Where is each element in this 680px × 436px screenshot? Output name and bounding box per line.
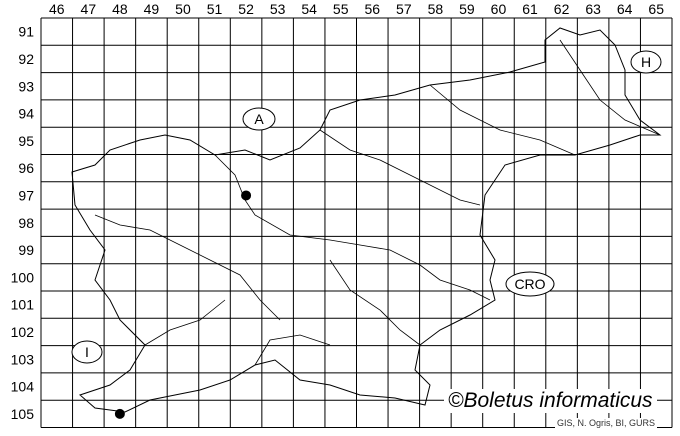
column-labels: 46 47 48 49 50 51 52 53 54 55 56 57 58 59 60 61 62 63 64 65 <box>49 1 664 17</box>
row-label: 100 <box>11 269 35 285</box>
column-label: 54 <box>301 1 317 17</box>
column-label: 63 <box>585 1 601 17</box>
row-label: 97 <box>18 187 34 203</box>
column-label: 65 <box>648 1 664 17</box>
column-label: 64 <box>617 1 633 17</box>
source-text: GIS, N. Ogris, BI, GURS <box>555 418 658 428</box>
rivers <box>94 39 661 366</box>
row-label: 95 <box>18 133 34 149</box>
column-label: 50 <box>175 1 191 17</box>
record-dot <box>114 408 125 419</box>
row-labels: 91 92 93 94 95 96 97 98 99 100 101 102 103 104 105 <box>11 24 35 422</box>
column-label: 51 <box>207 1 223 17</box>
row-label: 105 <box>11 406 35 422</box>
label-croatia: CRO <box>514 276 545 292</box>
column-label: 59 <box>459 1 475 17</box>
row-label: 93 <box>18 78 34 94</box>
row-label: 91 <box>18 24 34 40</box>
column-label: 47 <box>81 1 97 17</box>
column-label: 61 <box>522 1 538 17</box>
row-label: 94 <box>18 106 34 122</box>
column-label: 56 <box>364 1 380 17</box>
credit-text: ©Boletus informaticus <box>444 389 657 413</box>
grid-lines <box>40 17 673 428</box>
column-label: 49 <box>144 1 160 17</box>
row-label: 103 <box>11 351 35 367</box>
label-austria: A <box>254 111 264 127</box>
records <box>114 190 252 419</box>
label-italy: I <box>85 344 89 360</box>
row-label: 102 <box>11 324 35 340</box>
row-label: 99 <box>18 242 34 258</box>
country-labels: A H CRO I <box>71 50 662 364</box>
column-label: 46 <box>49 1 65 17</box>
record-dot <box>241 190 252 201</box>
row-label: 98 <box>18 215 34 231</box>
column-label: 58 <box>428 1 444 17</box>
country-border <box>71 27 662 413</box>
column-label: 53 <box>270 1 286 17</box>
row-label: 101 <box>11 297 35 313</box>
row-label: 104 <box>11 379 35 395</box>
column-label: 57 <box>396 1 412 17</box>
row-label: 96 <box>18 160 34 176</box>
column-label: 55 <box>333 1 349 17</box>
row-label: 92 <box>18 51 34 67</box>
column-label: 48 <box>112 1 128 17</box>
column-label: 62 <box>554 1 570 17</box>
label-hungary: H <box>641 54 651 70</box>
column-label: 60 <box>491 1 507 17</box>
column-label: 52 <box>238 1 254 17</box>
